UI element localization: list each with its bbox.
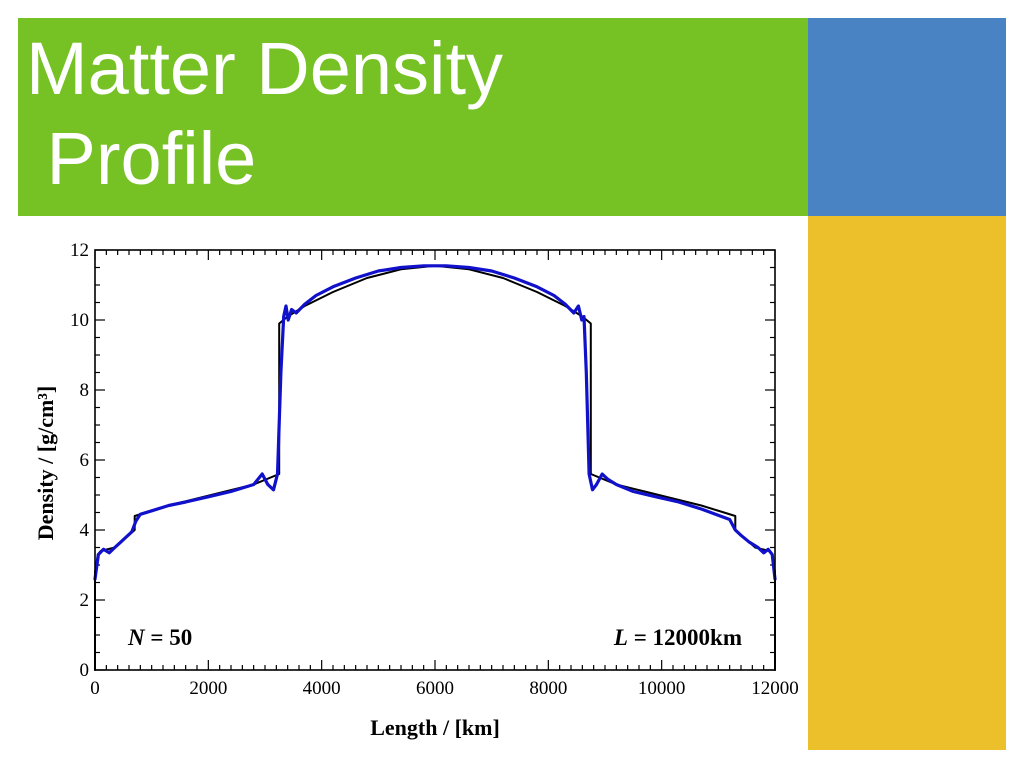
y-tick-label: 8 <box>80 380 90 401</box>
x-tick-label: 8000 <box>529 678 567 699</box>
x-tick-label: 6000 <box>416 678 454 699</box>
x-axis-label: Length / [km] <box>370 715 500 740</box>
major-ticks <box>94 249 776 671</box>
x-tick-label: 10000 <box>638 678 686 699</box>
annotation-n-text: = 50 <box>145 625 193 650</box>
annotation-l-text: = 12000km <box>628 625 742 650</box>
x-tick-label: 0 <box>90 678 100 699</box>
density-chart: 0 2000 4000 6000 8000 10000 12000 0 2 4 6 8 10 12 N … <box>33 240 799 740</box>
x-tick-label: 2000 <box>189 678 227 699</box>
step-profile-line <box>94 264 776 671</box>
y-tick-label: 10 <box>70 310 89 331</box>
annotation-l-var: L <box>613 625 628 650</box>
slide-title: Matter Density Profile <box>26 27 504 200</box>
minor-ticks <box>95 250 775 670</box>
fourier-fit-line <box>93 264 777 581</box>
x-tick-label: 4000 <box>303 678 341 699</box>
x-tick-label: 12000 <box>751 678 799 699</box>
x-tick-labels: 0 2000 4000 6000 8000 10000 12000 <box>90 678 799 699</box>
y-tick-label: 12 <box>70 240 89 261</box>
y-tick-label: 4 <box>80 520 90 541</box>
annotation-l: L = 12000km <box>613 625 742 650</box>
annotation-n-var: N <box>127 625 146 650</box>
blue-decor-block <box>808 18 1006 216</box>
y-tick-label: 0 <box>80 660 90 681</box>
plot-frame <box>94 249 776 671</box>
y-axis-label: Density / [g/cm³] <box>33 386 58 540</box>
y-tick-label: 2 <box>80 590 90 611</box>
title-banner: Matter Density Profile <box>18 18 808 216</box>
y-tick-label: 6 <box>80 450 90 471</box>
y-tick-labels: 0 2 4 6 8 10 12 <box>70 240 90 681</box>
yellow-decor-block <box>808 216 1006 750</box>
annotation-n: N = 50 <box>127 625 192 650</box>
series-layer <box>93 264 777 671</box>
